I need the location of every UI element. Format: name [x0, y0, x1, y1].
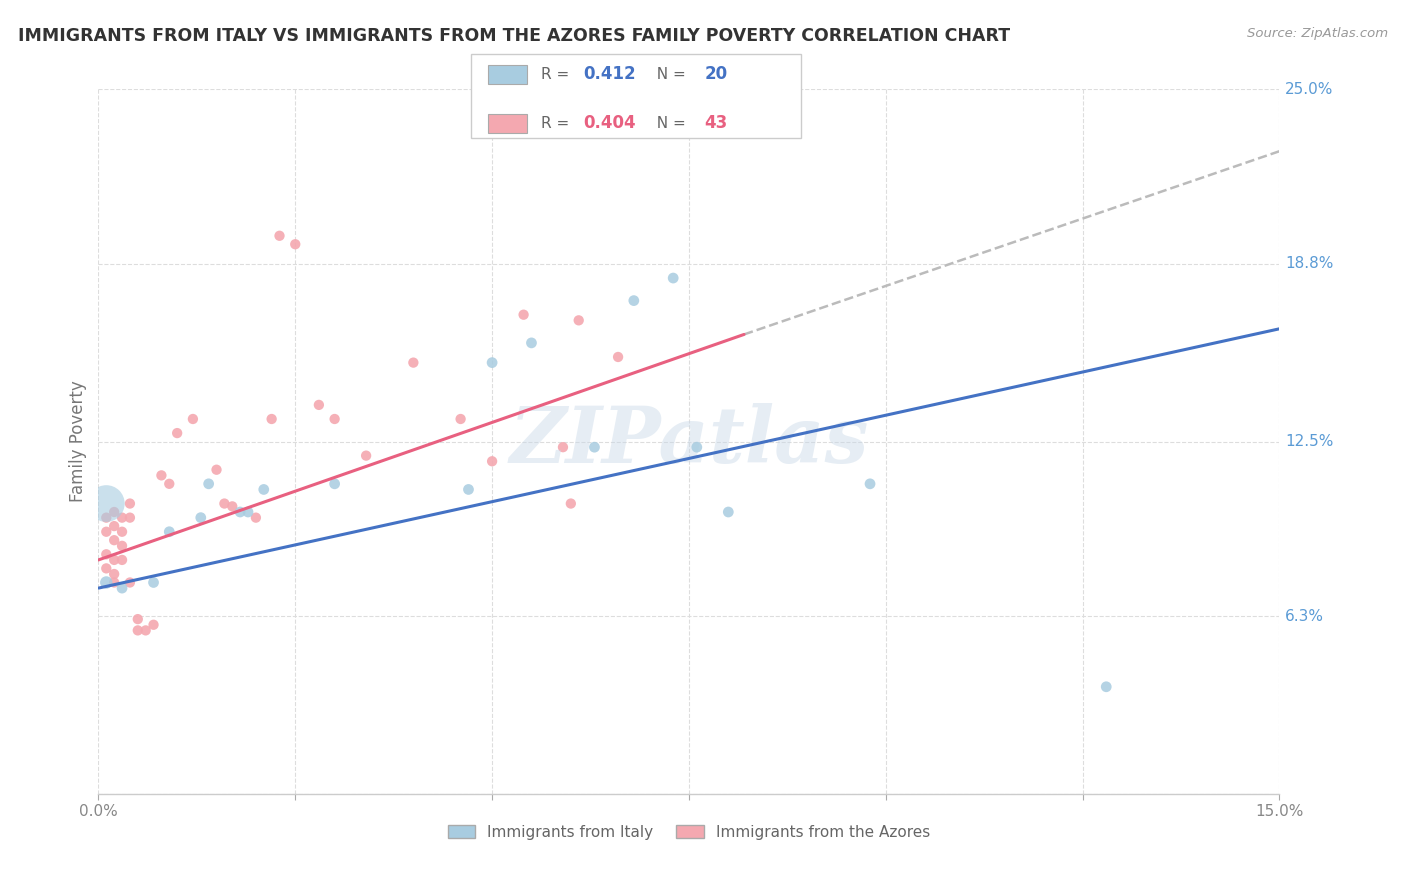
Point [402, 356, 425, 370]
Point [551, 440, 574, 454]
Point [686, 440, 709, 454]
Point [181, 412, 204, 426]
Point [111, 553, 134, 567]
Point [450, 412, 472, 426]
Point [308, 398, 330, 412]
Point [607, 350, 630, 364]
Point [103, 553, 125, 567]
Point [111, 581, 134, 595]
Point [103, 533, 125, 548]
Point [323, 412, 346, 426]
Point [96, 524, 118, 539]
Point [142, 617, 165, 632]
Point [157, 476, 180, 491]
Point [481, 454, 503, 468]
Text: 12.5%: 12.5% [1285, 434, 1334, 449]
Point [481, 356, 503, 370]
Point [1095, 680, 1118, 694]
Point [103, 505, 125, 519]
Text: 25.0%: 25.0% [1285, 82, 1334, 96]
Text: ZIPatlas: ZIPatlas [509, 403, 869, 480]
Point [583, 440, 606, 454]
Point [135, 624, 157, 638]
Point [253, 483, 276, 497]
Point [269, 228, 291, 243]
Point [103, 575, 125, 590]
Text: R =: R = [541, 116, 575, 130]
Point [221, 500, 243, 514]
Text: 0.412: 0.412 [583, 65, 636, 83]
Point [96, 510, 118, 524]
Point [157, 524, 180, 539]
Point [190, 510, 212, 524]
Text: 0.404: 0.404 [583, 114, 636, 132]
Point [560, 497, 582, 511]
Point [103, 519, 125, 533]
Point [323, 476, 346, 491]
Text: IMMIGRANTS FROM ITALY VS IMMIGRANTS FROM THE AZORES FAMILY POVERTY CORRELATION C: IMMIGRANTS FROM ITALY VS IMMIGRANTS FROM… [18, 27, 1011, 45]
Point [103, 567, 125, 582]
Point [568, 313, 591, 327]
Point [118, 510, 141, 524]
Point [150, 468, 173, 483]
Point [354, 449, 377, 463]
Point [96, 561, 118, 575]
Point [118, 575, 141, 590]
Point [662, 271, 685, 285]
Point [166, 426, 188, 441]
Point [260, 412, 283, 426]
Point [236, 505, 259, 519]
Point [197, 476, 219, 491]
Point [859, 476, 882, 491]
Text: 6.3%: 6.3% [1285, 609, 1324, 624]
Text: 18.8%: 18.8% [1285, 257, 1334, 271]
Point [111, 524, 134, 539]
Point [111, 539, 134, 553]
Legend: Immigrants from Italy, Immigrants from the Azores: Immigrants from Italy, Immigrants from t… [441, 819, 936, 847]
Point [96, 497, 118, 511]
Point [96, 575, 118, 590]
Text: R =: R = [541, 67, 575, 81]
Point [111, 510, 134, 524]
Point [229, 505, 252, 519]
Point [118, 497, 141, 511]
Text: Source: ZipAtlas.com: Source: ZipAtlas.com [1247, 27, 1388, 40]
Point [96, 547, 118, 561]
Point [717, 505, 740, 519]
Text: N =: N = [647, 116, 690, 130]
Point [457, 483, 479, 497]
Point [520, 335, 543, 350]
Point [127, 612, 149, 626]
Text: 43: 43 [704, 114, 728, 132]
Text: N =: N = [647, 67, 690, 81]
Point [142, 575, 165, 590]
Point [623, 293, 645, 308]
Point [512, 308, 534, 322]
Point [214, 497, 236, 511]
Point [284, 237, 307, 252]
Text: 20: 20 [704, 65, 727, 83]
Y-axis label: Family Poverty: Family Poverty [69, 381, 87, 502]
Point [245, 510, 267, 524]
Point [205, 463, 228, 477]
Point [127, 624, 149, 638]
